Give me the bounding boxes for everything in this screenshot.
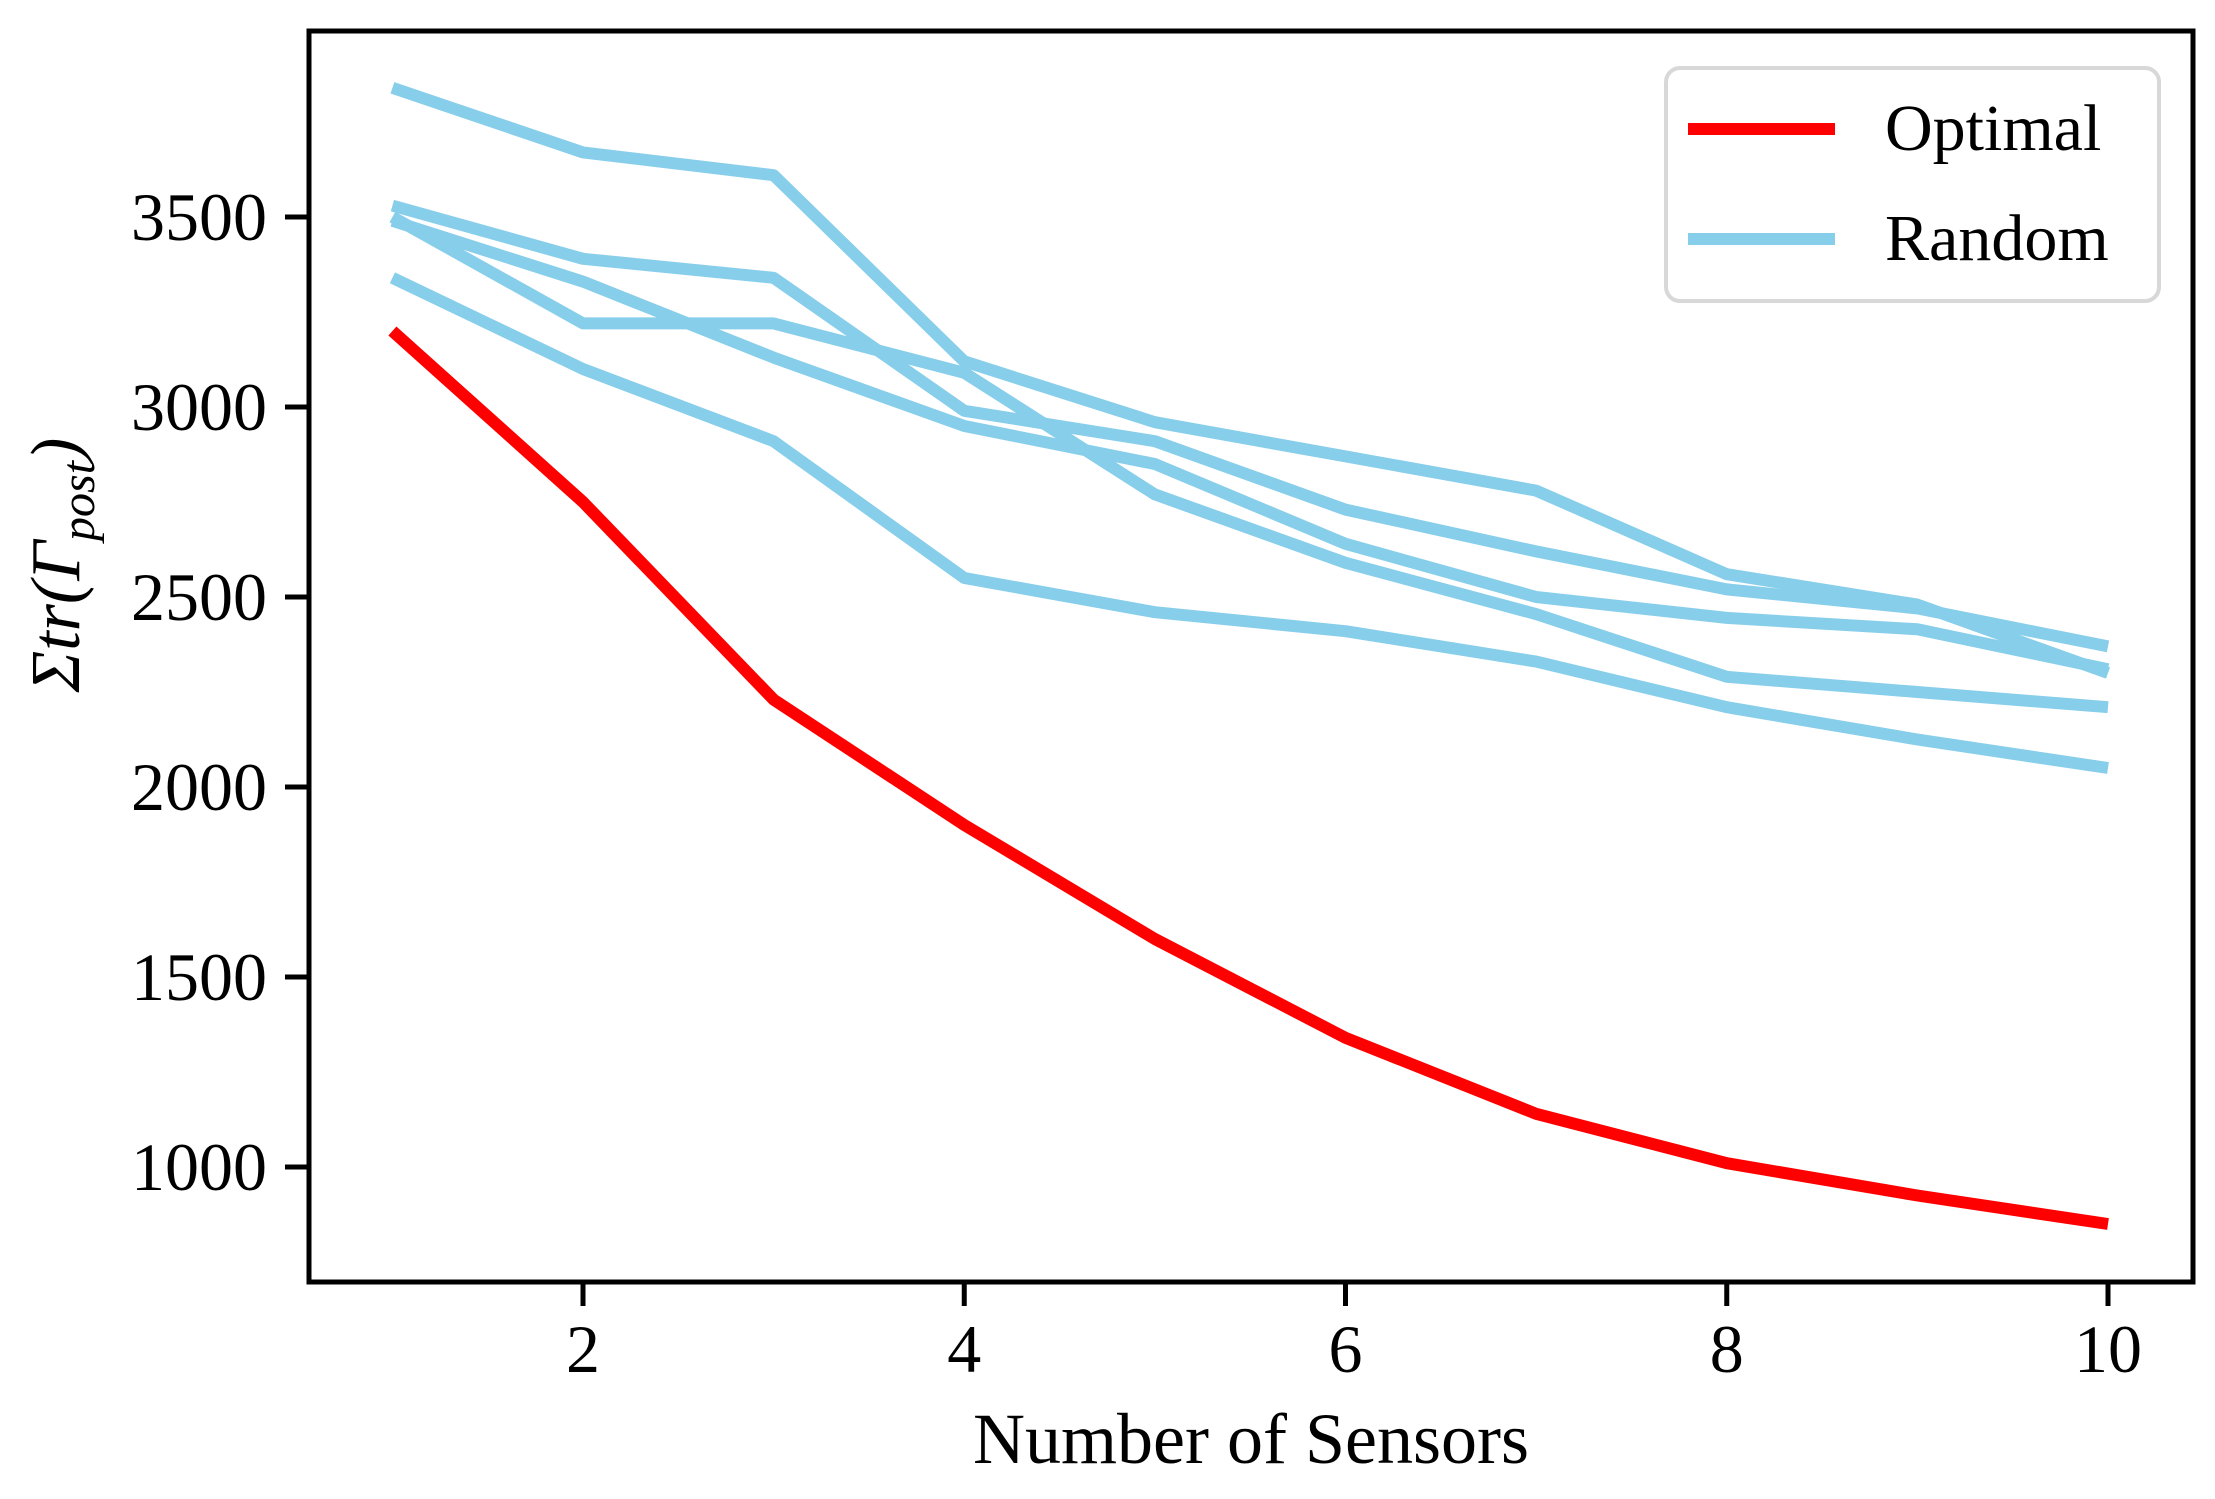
y-tick-label: 2000 xyxy=(131,749,267,825)
legend-line-sample-optimal xyxy=(1688,123,1835,135)
series-line-random-3 xyxy=(389,211,2109,714)
y-axis-title-close: ) xyxy=(18,437,95,461)
legend-item-random: Random xyxy=(1688,204,2109,274)
x-axis-title: Number of Sensors xyxy=(973,1399,1529,1479)
legend-item-optimal: Optimal xyxy=(1688,94,2101,164)
series-line-random-1 xyxy=(390,199,2110,653)
series-line-random-4 xyxy=(389,272,2109,774)
x-tick-label: 8 xyxy=(1710,1311,1744,1387)
series-line-optimal-5 xyxy=(388,326,2109,1230)
x-tick-label: 4 xyxy=(947,1311,981,1387)
legend-label-random: Random xyxy=(1885,202,2109,275)
series-line-random-0 xyxy=(390,82,2111,679)
x-tick-label: 6 xyxy=(1329,1311,1363,1387)
legend-line-sample-random xyxy=(1688,233,1835,245)
x-tick-label: 10 xyxy=(2074,1311,2142,1387)
legend-label-optimal: Optimal xyxy=(1885,92,2102,165)
x-tick-label: 2 xyxy=(566,1311,600,1387)
y-axis-title-main: Σtr(Γ xyxy=(18,540,95,693)
y-tick-label: 1000 xyxy=(131,1129,267,1205)
y-tick-label: 3000 xyxy=(131,369,267,445)
legend: Optimal Random xyxy=(1664,66,2161,303)
y-tick-label: 3500 xyxy=(131,179,267,255)
y-axis-title-subscript: post xyxy=(52,460,105,541)
y-axis-title: Σtr(Γpost) xyxy=(17,437,105,693)
y-tick-label: 2500 xyxy=(131,559,267,635)
y-tick-label: 1500 xyxy=(131,939,267,1015)
plot-border xyxy=(306,28,2196,1285)
